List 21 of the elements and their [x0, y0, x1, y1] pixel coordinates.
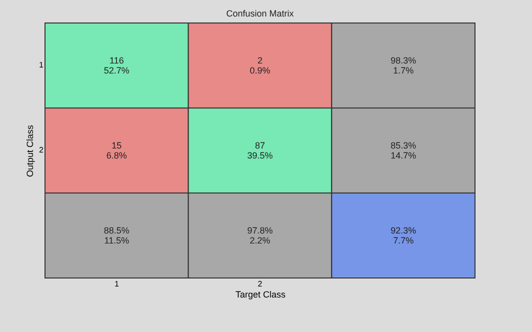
x-axis-title: Target Class — [235, 290, 286, 300]
annotation: 2.2% — [250, 236, 270, 246]
data-label: 88.5% — [104, 226, 130, 236]
annotation: 52.7% — [104, 66, 130, 76]
text: Confusion Matrix — [226, 8, 294, 18]
data-label: 15 — [112, 140, 122, 150]
data-label: 116 — [109, 56, 124, 66]
data-label: 87 — [254, 140, 266, 150]
annotation: 11.5% — [104, 236, 130, 246]
annotation: 6.8% — [106, 150, 127, 160]
data-label: 98.3% — [390, 56, 416, 66]
data-label: 2 — [257, 56, 263, 66]
annotation: 0.9% — [250, 66, 270, 76]
annotation: 1.7% — [393, 66, 414, 76]
data-label: 85.3% — [390, 140, 416, 150]
data-label: 92.3% — [390, 226, 416, 236]
y-axis-title: Output Class — [25, 124, 36, 178]
data-label: 97.8% — [247, 226, 273, 236]
annotation: 39.5% — [247, 150, 273, 160]
annotation: 14.7% — [390, 150, 416, 160]
annotation: 7.7% — [393, 236, 414, 246]
